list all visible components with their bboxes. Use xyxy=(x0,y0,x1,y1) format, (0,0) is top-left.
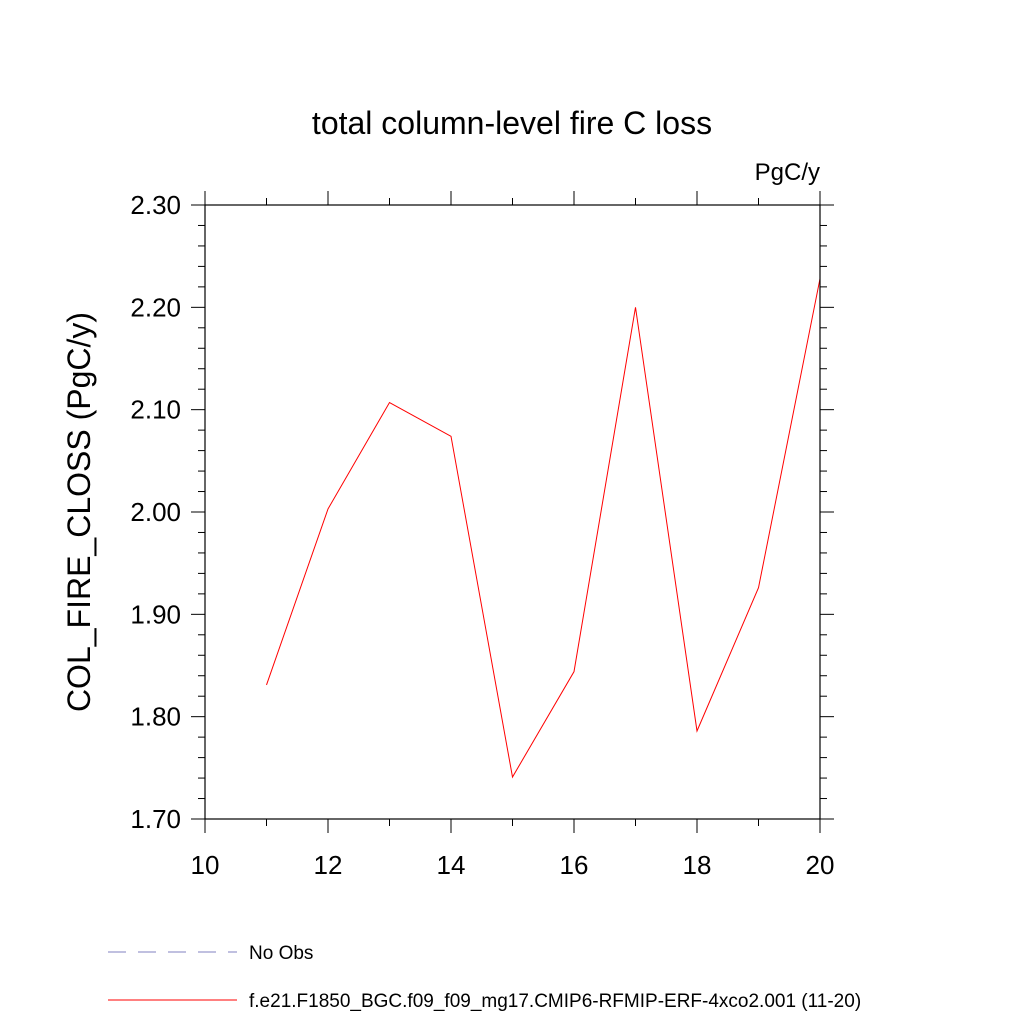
x-tick-label: 16 xyxy=(560,850,589,880)
y-tick-label: 1.80 xyxy=(130,702,181,732)
y-tick-label: 2.30 xyxy=(130,190,181,220)
y-tick-label: 2.00 xyxy=(130,497,181,527)
y-axis-label: COL_FIRE_CLOSS (PgC/y) xyxy=(61,312,97,712)
y-tick-label: 1.90 xyxy=(130,599,181,629)
legend-label-1: f.e21.F1850_BGC.f09_f09_mg17.CMIP6-RFMIP… xyxy=(249,991,861,1012)
y-tick-label: 1.70 xyxy=(130,804,181,834)
y-tick-label: 2.20 xyxy=(130,292,181,322)
x-tick-label: 12 xyxy=(314,850,343,880)
plot-area: 10 12 14 16 18 20 1.70 1.80 1.90 2.00 2.10 2.20 2.30 xyxy=(130,190,834,880)
x-tick-label: 14 xyxy=(437,850,466,880)
series-line-0 xyxy=(266,278,821,779)
x-tick-label: 20 xyxy=(806,850,835,880)
legend-label-0: No Obs xyxy=(249,943,313,964)
x-tick-label: 10 xyxy=(191,850,220,880)
x-tick-label: 18 xyxy=(683,850,712,880)
chart-title: total column-level fire C loss xyxy=(312,105,712,141)
legend: No Obs f.e21.F1850_BGC.f09_f09_mg17.CMIP6… xyxy=(108,943,861,1012)
y-tick-label: 2.10 xyxy=(130,395,181,425)
units-label: PgC/y xyxy=(755,159,820,186)
plot-frame xyxy=(204,204,821,820)
